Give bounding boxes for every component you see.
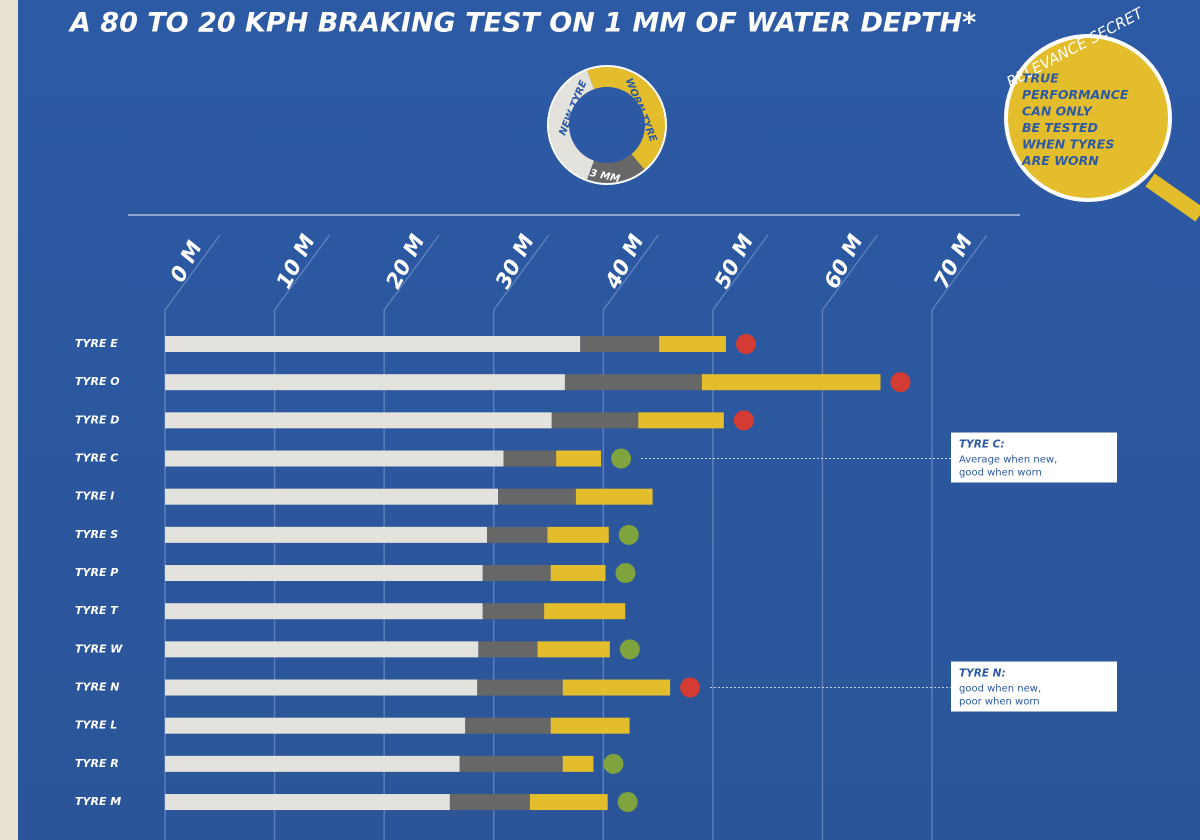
- y-tick-label: TYRE S: [75, 528, 118, 541]
- y-tick-label: TYRE L: [75, 719, 117, 732]
- grid-line: [493, 234, 550, 840]
- bar-segment: [165, 641, 479, 658]
- bar-segment: [550, 565, 606, 582]
- bar-segment: [465, 717, 551, 734]
- grid-line: [931, 234, 988, 840]
- bar-segment: [165, 565, 483, 582]
- grid-line: [821, 234, 878, 840]
- grid-line: [602, 234, 659, 840]
- legend-swatch: [587, 67, 665, 170]
- y-tick-label: TYRE O: [75, 375, 120, 388]
- rating-marker: [890, 372, 911, 393]
- bar-segment: [165, 336, 581, 352]
- bar-segment: [165, 794, 450, 811]
- rating-marker: [611, 448, 632, 469]
- rating-marker: [618, 524, 639, 545]
- bar-segment: [529, 794, 608, 811]
- annotation-text: poor when worn: [959, 697, 1040, 708]
- annotation-text: good when new,: [959, 684, 1041, 695]
- y-tick-label: TYRE M: [75, 795, 121, 808]
- bar-segment: [498, 488, 576, 505]
- grid-line: [164, 234, 221, 840]
- y-tick-label: TYRE D: [75, 413, 119, 426]
- magnifier: [1004, 34, 1172, 202]
- y-tick-label: TYRE C: [75, 452, 118, 465]
- bar-segment: [165, 717, 466, 734]
- rating-marker: [617, 792, 638, 813]
- rating-marker: [619, 639, 640, 660]
- rating-marker: [733, 410, 754, 431]
- bar-segment: [556, 450, 602, 467]
- legend-swatch: [587, 153, 645, 183]
- callout-text: BE TESTED: [1022, 120, 1098, 135]
- bar-segment: [449, 794, 530, 811]
- bar-segment: [477, 679, 563, 696]
- bar-segment: [638, 412, 724, 429]
- grid-line: [383, 234, 440, 840]
- annotation-box: [951, 661, 1117, 712]
- bar-segment: [550, 717, 630, 734]
- bar-segment: [564, 374, 702, 391]
- bar-segment: [165, 412, 552, 429]
- y-tick-label: TYRE I: [75, 490, 114, 503]
- y-tick-label: TYRE E: [75, 337, 118, 350]
- grid-line: [712, 234, 769, 840]
- bar-segment: [165, 526, 488, 543]
- callout-text: CAN ONLY: [1022, 104, 1094, 119]
- callout-text: TRUE: [1022, 71, 1059, 86]
- chart-title: A 80 TO 20 KPH BRAKING TEST ON 1 MM OF W…: [68, 8, 976, 39]
- y-tick-label: TYRE N: [75, 681, 120, 694]
- bar-segment: [659, 336, 727, 352]
- bar-segment: [580, 336, 660, 352]
- annotation-title: TYRE N:: [959, 668, 1006, 680]
- annotation-text: Average when new,: [959, 455, 1057, 466]
- bar-segment: [165, 679, 478, 696]
- bar-segment: [701, 374, 881, 391]
- bar-segment: [562, 755, 594, 772]
- bar-segment: [165, 603, 483, 620]
- annotation-text: good when worn: [959, 468, 1042, 479]
- magnifier-handle: [1145, 173, 1200, 222]
- rating-marker: [680, 677, 701, 698]
- bar-segment: [562, 679, 671, 696]
- bar-segment: [537, 641, 610, 658]
- bar-segment: [165, 450, 504, 467]
- bar-segment: [544, 603, 626, 620]
- legend-swatch: [549, 70, 595, 180]
- legend-ring: [547, 65, 667, 185]
- bar-segment: [547, 526, 609, 543]
- callout-text: WHEN TYRES: [1022, 137, 1114, 152]
- y-tick-label: TYRE W: [75, 642, 123, 655]
- bar-segment: [165, 488, 499, 505]
- bar-segment: [482, 603, 545, 620]
- bar-segment: [487, 526, 548, 543]
- bar-segment: [459, 755, 563, 772]
- rating-marker: [603, 753, 624, 774]
- bar-segment: [551, 412, 639, 429]
- callout-text: PERFORMANCE: [1022, 87, 1129, 102]
- rating-marker: [736, 334, 757, 354]
- bar-segment: [575, 488, 653, 505]
- rating-marker: [615, 563, 636, 584]
- bar-segment: [165, 374, 565, 391]
- bar-segment: [478, 641, 538, 658]
- bar-segment: [482, 565, 551, 582]
- y-tick-label: TYRE T: [75, 604, 119, 617]
- annotation-title: TYRE C:: [959, 439, 1005, 451]
- bar-segment: [165, 755, 460, 772]
- y-tick-label: TYRE R: [75, 757, 119, 770]
- grid-line: [273, 234, 331, 840]
- bar-segment: [503, 450, 557, 467]
- annotation-box: [951, 432, 1117, 483]
- y-tick-label: TYRE P: [75, 566, 118, 579]
- callout-text: ARE WORN: [1021, 153, 1099, 168]
